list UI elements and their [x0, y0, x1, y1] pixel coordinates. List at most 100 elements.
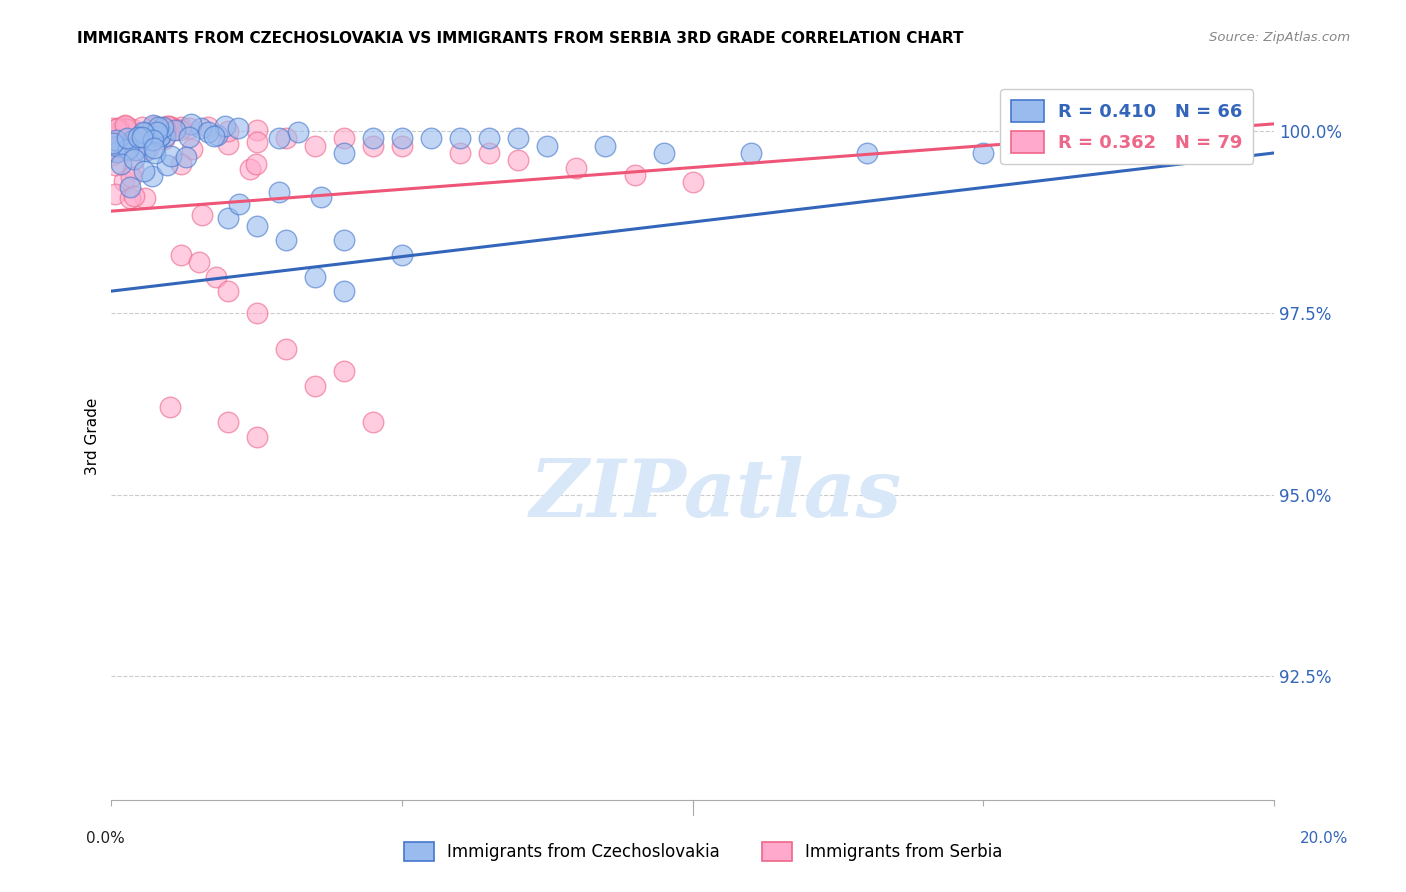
- Point: [972, 145, 994, 160]
- Point: [146, 130, 169, 145]
- Point: [134, 191, 156, 205]
- Point: [105, 133, 128, 147]
- Point: [333, 131, 356, 145]
- Point: [105, 145, 128, 159]
- Point: [149, 128, 172, 143]
- Point: [148, 128, 170, 143]
- Point: [304, 138, 326, 153]
- Point: [246, 123, 269, 137]
- Point: [333, 233, 356, 247]
- Point: [333, 146, 356, 161]
- Point: [623, 168, 645, 182]
- Point: [115, 121, 138, 136]
- Point: [132, 125, 155, 139]
- Point: [449, 145, 471, 160]
- Point: [228, 197, 250, 211]
- Point: [165, 121, 187, 136]
- Point: [391, 248, 413, 262]
- Point: [114, 140, 136, 154]
- Point: [132, 164, 155, 178]
- Point: [145, 146, 167, 161]
- Point: [156, 158, 179, 172]
- Point: [274, 131, 297, 145]
- Point: [361, 415, 384, 429]
- Point: [595, 138, 617, 153]
- Point: [449, 131, 471, 145]
- Point: [246, 429, 269, 443]
- Point: [856, 145, 879, 160]
- Point: [114, 120, 136, 134]
- Point: [246, 219, 269, 233]
- Point: [101, 141, 124, 155]
- Point: [121, 122, 143, 136]
- Point: [159, 149, 181, 163]
- Point: [169, 122, 191, 136]
- Point: [197, 120, 219, 134]
- Point: [420, 131, 443, 145]
- Point: [197, 125, 219, 139]
- Point: [333, 284, 356, 298]
- Point: [174, 150, 197, 164]
- Point: [101, 121, 124, 136]
- Y-axis label: 3rd Grade: 3rd Grade: [86, 398, 100, 475]
- Point: [228, 120, 250, 135]
- Point: [245, 157, 267, 171]
- Point: [508, 153, 530, 168]
- Point: [129, 134, 152, 148]
- Point: [142, 118, 165, 132]
- Point: [536, 138, 558, 153]
- Point: [101, 148, 124, 162]
- Point: [122, 152, 145, 166]
- Point: [120, 170, 142, 185]
- Point: [118, 180, 141, 194]
- Point: [138, 142, 160, 156]
- Point: [145, 125, 167, 139]
- Point: [150, 126, 173, 140]
- Point: [287, 125, 309, 139]
- Point: [114, 143, 136, 157]
- Point: [304, 378, 326, 392]
- Point: [177, 130, 200, 145]
- Point: [682, 175, 704, 189]
- Point: [141, 169, 163, 183]
- Point: [104, 129, 127, 144]
- Point: [391, 138, 413, 153]
- Point: [170, 248, 193, 262]
- Point: [128, 135, 150, 149]
- Point: [333, 364, 356, 378]
- Point: [134, 144, 156, 158]
- Point: [118, 191, 141, 205]
- Text: 0.0%: 0.0%: [86, 831, 125, 846]
- Point: [107, 120, 129, 135]
- Point: [118, 122, 141, 136]
- Point: [214, 119, 236, 133]
- Point: [132, 126, 155, 140]
- Point: [165, 122, 187, 136]
- Point: [112, 174, 135, 188]
- Point: [304, 269, 326, 284]
- Point: [391, 131, 413, 145]
- Point: [155, 122, 177, 136]
- Point: [122, 189, 145, 203]
- Legend: R = 0.410   N = 66, R = 0.362   N = 79: R = 0.410 N = 66, R = 0.362 N = 79: [1000, 89, 1253, 164]
- Point: [159, 401, 181, 415]
- Point: [1175, 131, 1198, 145]
- Point: [160, 120, 183, 135]
- Point: [131, 130, 153, 145]
- Point: [157, 119, 180, 133]
- Point: [114, 119, 136, 133]
- Point: [152, 120, 174, 134]
- Point: [110, 157, 132, 171]
- Point: [565, 161, 588, 175]
- Text: IMMIGRANTS FROM CZECHOSLOVAKIA VS IMMIGRANTS FROM SERBIA 3RD GRADE CORRELATION C: IMMIGRANTS FROM CZECHOSLOVAKIA VS IMMIGR…: [77, 31, 965, 46]
- Point: [217, 284, 239, 298]
- Point: [153, 132, 176, 146]
- Legend: Immigrants from Czechoslovakia, Immigrants from Serbia: Immigrants from Czechoslovakia, Immigran…: [396, 835, 1010, 868]
- Point: [267, 185, 290, 199]
- Point: [148, 120, 170, 134]
- Point: [103, 186, 125, 201]
- Point: [239, 161, 262, 176]
- Point: [122, 133, 145, 147]
- Point: [149, 128, 172, 143]
- Point: [217, 415, 239, 429]
